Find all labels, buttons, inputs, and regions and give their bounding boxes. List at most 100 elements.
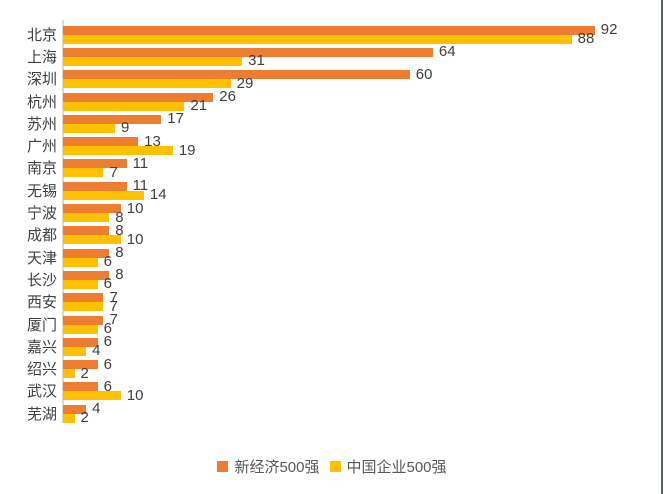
bar-new-economy (63, 204, 121, 213)
bar-new-economy (63, 315, 104, 325)
bar-value-label: 2 (80, 364, 89, 382)
category-label: 苏州 (26, 114, 57, 133)
bar-new-economy (63, 25, 595, 35)
bar-value-label: 26 (219, 88, 236, 105)
bar-value-label: 8 (115, 266, 124, 284)
bar-china-enterprise (63, 123, 116, 133)
category-label: 绍兴 (26, 360, 57, 379)
bar-value-label: 6 (103, 253, 113, 271)
bar-new-economy (63, 70, 410, 80)
category-label: 深圳 (26, 70, 57, 89)
category-label: 上海 (26, 47, 57, 66)
bar-value-label: 17 (167, 110, 184, 128)
bar-value-label: 92 (600, 21, 618, 39)
bar-china-enterprise (63, 279, 98, 289)
bar-value-label: 31 (248, 52, 265, 70)
bar-new-economy (63, 92, 214, 102)
bar-china-enterprise (63, 257, 98, 267)
category-label: 北京 (26, 25, 57, 44)
bar-value-label: 64 (438, 43, 456, 61)
bar-value-label: 4 (92, 342, 101, 360)
bar-new-economy (63, 137, 139, 147)
category-label: 南京 (26, 159, 57, 178)
bar-china-enterprise (63, 101, 185, 111)
category-label: 长沙 (26, 270, 57, 289)
bar-value-label: 7 (109, 288, 118, 306)
category-label: 武汉 (26, 382, 57, 401)
bar-value-label: 6 (103, 320, 113, 337)
bar-china-enterprise (63, 369, 75, 379)
bar-new-economy (63, 382, 98, 392)
bar-value-label: 13 (144, 132, 161, 150)
legend-swatch-yellow-icon (329, 460, 341, 472)
bar-china-enterprise (63, 168, 104, 178)
chart-legend: 新经济500强 中国企业500强 (0, 454, 664, 478)
bar-new-economy (63, 248, 110, 258)
bar-value-label: 7 (109, 311, 118, 328)
bar-value-label: 19 (178, 141, 196, 159)
category-label: 宁波 (26, 204, 57, 222)
bar-value-label: 8 (115, 208, 124, 226)
bar-value-label: 6 (103, 355, 113, 373)
bar-value-label: 29 (236, 74, 254, 92)
bar-value-label: 6 (103, 377, 113, 395)
legend-item-china-enterprise-500: 中国企业500强 (329, 456, 447, 477)
category-label: 无锡 (26, 181, 57, 200)
bar-new-economy (63, 181, 127, 191)
legend-swatch-orange-icon (217, 460, 229, 472)
bar-new-economy (63, 404, 87, 414)
category-label: 广州 (26, 137, 57, 156)
bar-value-label: 60 (415, 65, 433, 83)
bar-china-enterprise (63, 346, 87, 356)
category-label: 成都 (26, 226, 57, 245)
bar-new-economy (63, 226, 110, 236)
bar-value-label: 2 (80, 409, 89, 427)
legend-item-new-economy-500: 新经济500强 (217, 456, 320, 477)
bar-china-enterprise (63, 79, 231, 89)
bar-new-economy (63, 270, 110, 280)
bar-value-label: 21 (190, 97, 208, 114)
category-label: 杭州 (26, 92, 57, 111)
category-label: 天津 (26, 248, 57, 267)
bar-value-label: 7 (109, 163, 118, 181)
category-label: 嘉兴 (26, 337, 57, 356)
bar-value-label: 11 (132, 154, 149, 172)
bar-new-economy (63, 159, 127, 169)
category-label: 西安 (26, 293, 57, 312)
bar-china-enterprise (63, 324, 98, 334)
bar-china-enterprise (63, 56, 243, 66)
bar-value-label: 7 (109, 297, 118, 315)
bar-china-enterprise (63, 34, 572, 44)
bar-china-enterprise (63, 235, 121, 245)
bar-value-label: 11 (132, 177, 149, 195)
bar-value-label: 9 (121, 119, 130, 137)
category-label: 厦门 (26, 315, 57, 334)
bar-value-label: 88 (577, 30, 595, 48)
bar-china-enterprise (63, 146, 173, 156)
bar-new-economy (63, 293, 104, 303)
legend-label: 新经济500强 (234, 458, 320, 476)
bar-china-enterprise (63, 190, 144, 200)
bar-value-label: 6 (103, 275, 113, 293)
legend-label: 中国企业500强 (346, 458, 447, 476)
category-label: 芜湖 (26, 404, 57, 423)
bar-value-label: 8 (115, 244, 124, 262)
bar-value-label: 10 (126, 230, 144, 248)
bar-value-label: 6 (103, 333, 113, 351)
bar-value-label: 8 (115, 221, 124, 239)
bar-new-economy (63, 337, 98, 347)
bar-new-economy (63, 114, 162, 124)
bar-value-label: 10 (126, 386, 144, 404)
bar-new-economy (63, 360, 98, 370)
bar-china-enterprise (63, 302, 104, 312)
bar-new-economy (63, 47, 433, 57)
bar-china-enterprise (63, 413, 75, 423)
bar-china-enterprise (63, 391, 121, 401)
bar-value-label: 14 (149, 186, 167, 204)
bar-value-label: 4 (92, 400, 101, 418)
window-frame-right-border (661, 0, 663, 494)
bar-china-enterprise (63, 213, 110, 222)
bar-value-label: 10 (126, 199, 144, 217)
plot-area: 北京 92 88 上海 64 31 深圳 60 29 杭州 26 21 苏州 17 9 广州 13 19 南京 11 7… (26, 20, 618, 427)
